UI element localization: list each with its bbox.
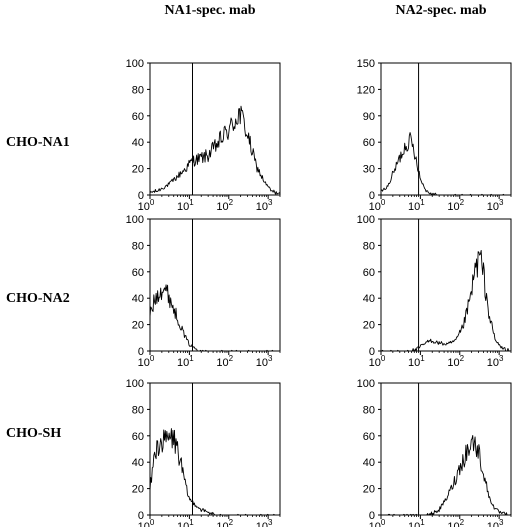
y-tick-label: 0 bbox=[138, 510, 144, 522]
y-tick-label: 30 bbox=[363, 164, 375, 176]
x-tick-label: 100 bbox=[138, 354, 155, 369]
y-tick-label: 60 bbox=[132, 111, 144, 123]
histogram-trace bbox=[381, 249, 511, 352]
y-tick-label: 60 bbox=[132, 267, 144, 279]
y-tick-label: 40 bbox=[132, 137, 144, 149]
y-tick-label: 100 bbox=[126, 58, 144, 70]
plot-frame bbox=[380, 62, 512, 196]
y-tick-label: 120 bbox=[357, 84, 375, 96]
y-tick-label: 80 bbox=[132, 84, 144, 96]
histogram-panel-r2c0: 0 20 40 60 80 100 100 101 102 103 bbox=[126, 378, 281, 527]
y-tick-label: 90 bbox=[363, 111, 375, 123]
histogram-panel-r0c0: 0 20 40 60 80 100 100 101 102 103 bbox=[126, 58, 281, 213]
x-tick-label: 100 bbox=[138, 518, 155, 527]
y-tick-label: 60 bbox=[363, 267, 375, 279]
y-tick-label: 0 bbox=[138, 190, 144, 202]
row-label-cho-na1: CHO-NA1 bbox=[6, 135, 70, 150]
histogram-panel-r2c1: 0 20 40 60 80 100 100 101 102 103 bbox=[357, 378, 512, 527]
x-tick-label: 103 bbox=[487, 354, 504, 369]
x-tick-label: 102 bbox=[216, 354, 233, 369]
x-tick-label: 100 bbox=[369, 198, 386, 213]
x-tick-label: 101 bbox=[408, 518, 425, 527]
histogram-trace bbox=[149, 428, 281, 516]
x-tick-label: 100 bbox=[138, 198, 155, 213]
x-tick-label: 102 bbox=[216, 518, 233, 527]
row-label-cho-na2: CHO-NA2 bbox=[6, 291, 70, 306]
x-tick-label: 103 bbox=[487, 518, 504, 527]
row-label-cho-sh: CHO-SH bbox=[6, 426, 61, 441]
y-tick-label: 60 bbox=[363, 431, 375, 443]
y-tick-label: 40 bbox=[132, 457, 144, 469]
y-tick-label: 80 bbox=[363, 240, 375, 252]
plot-frame bbox=[149, 62, 281, 196]
x-tick-label: 101 bbox=[408, 354, 425, 369]
y-tick-label: 40 bbox=[363, 293, 375, 305]
histogram-trace bbox=[149, 284, 280, 352]
y-tick-label: 20 bbox=[363, 484, 375, 496]
histogram-panel-r1c0: 0 20 40 60 80 100 100 101 102 103 bbox=[126, 214, 281, 369]
y-tick-label: 60 bbox=[132, 431, 144, 443]
y-tick-label: 20 bbox=[132, 484, 144, 496]
histogram-trace bbox=[381, 435, 512, 516]
column-header-na1: NA1-spec. mab bbox=[165, 3, 256, 18]
y-tick-label: 40 bbox=[132, 293, 144, 305]
x-tick-label: 102 bbox=[447, 198, 464, 213]
y-tick-label: 0 bbox=[369, 510, 375, 522]
column-header-na2: NA2-spec. mab bbox=[396, 3, 487, 18]
histogram-trace bbox=[380, 132, 511, 196]
plot-frame bbox=[380, 218, 512, 352]
histogram-trace bbox=[149, 105, 281, 195]
x-tick-label: 103 bbox=[487, 198, 504, 213]
histogram-panel-r0c1: 0 30 60 90 120 150 100 101 102 103 bbox=[357, 58, 512, 213]
y-tick-label: 80 bbox=[363, 404, 375, 416]
x-tick-label: 102 bbox=[447, 518, 464, 527]
y-tick-label: 20 bbox=[363, 320, 375, 332]
y-tick-label: 80 bbox=[132, 240, 144, 252]
x-tick-label: 100 bbox=[369, 354, 386, 369]
y-tick-label: 100 bbox=[357, 214, 375, 226]
y-tick-label: 60 bbox=[363, 137, 375, 149]
y-tick-label: 20 bbox=[132, 320, 144, 332]
x-tick-label: 102 bbox=[447, 354, 464, 369]
y-tick-label: 0 bbox=[369, 190, 375, 202]
y-tick-label: 80 bbox=[132, 404, 144, 416]
plot-frame bbox=[149, 218, 281, 352]
plot-frame bbox=[380, 382, 512, 516]
x-tick-label: 103 bbox=[256, 518, 273, 527]
y-tick-label: 20 bbox=[132, 164, 144, 176]
y-tick-label: 100 bbox=[126, 214, 144, 226]
x-tick-label: 101 bbox=[177, 198, 194, 213]
x-tick-label: 103 bbox=[256, 198, 273, 213]
y-tick-label: 100 bbox=[126, 378, 144, 390]
y-tick-label: 0 bbox=[138, 346, 144, 358]
y-tick-label: 40 bbox=[363, 457, 375, 469]
x-tick-label: 101 bbox=[408, 198, 425, 213]
x-tick-label: 101 bbox=[177, 518, 194, 527]
x-tick-label: 100 bbox=[369, 518, 386, 527]
x-tick-label: 101 bbox=[177, 354, 194, 369]
x-tick-label: 102 bbox=[216, 198, 233, 213]
y-tick-label: 150 bbox=[357, 58, 375, 70]
x-tick-label: 103 bbox=[256, 354, 273, 369]
plot-frame bbox=[149, 382, 281, 516]
histogram-panel-r1c1: 0 20 40 60 80 100 100 101 102 103 bbox=[357, 214, 512, 369]
y-tick-label: 0 bbox=[369, 346, 375, 358]
y-tick-label: 100 bbox=[357, 378, 375, 390]
